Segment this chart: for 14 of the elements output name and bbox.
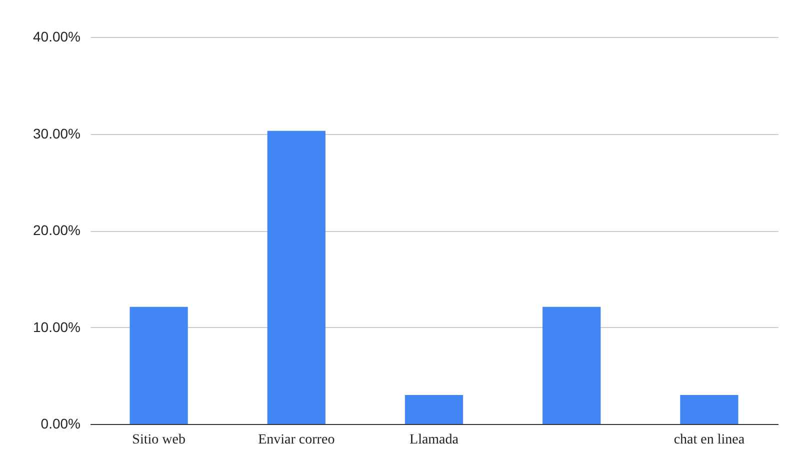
bar [542,306,601,424]
y-tick-label: 30.00% [33,125,80,142]
bar [680,394,738,424]
y-tick-label: 0.00% [40,416,80,432]
x-tick-label: Enviar correo [258,432,335,448]
y-tick-label: 40.00% [33,28,80,44]
bar [404,394,464,424]
x-tick-label: Sitio web [132,432,186,448]
y-tick-label: 10.00% [33,318,80,335]
y-tick-label: 20.00% [33,222,80,238]
x-tick-label: chat en linea [674,432,746,448]
bar [267,130,326,424]
bar [130,306,188,424]
x-tick-label: Llamada [410,432,460,448]
